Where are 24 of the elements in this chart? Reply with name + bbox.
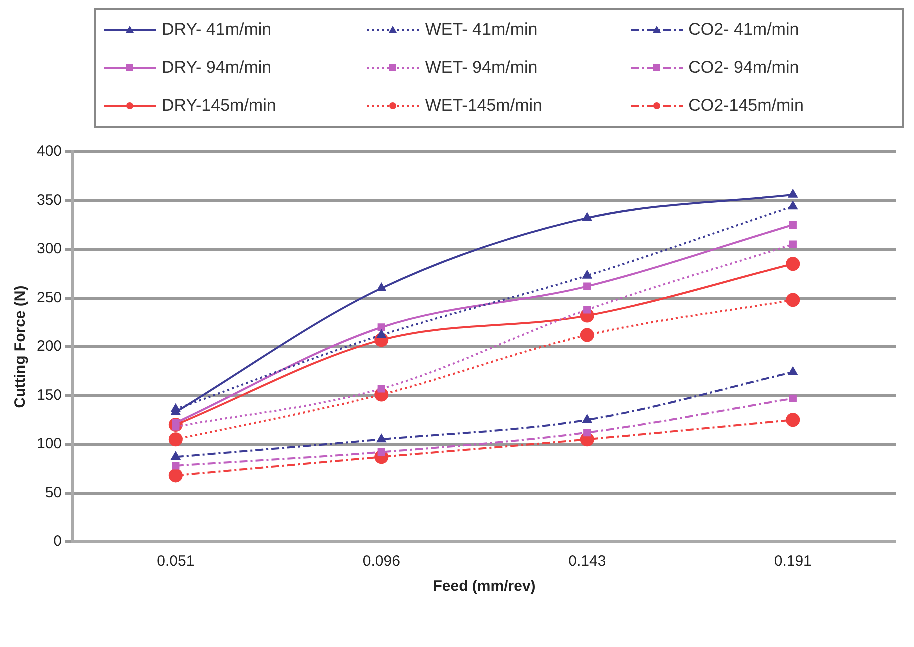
- legend-label: WET-145m/min: [425, 96, 542, 116]
- y-tick-label: 250: [36, 289, 62, 306]
- y-axis-title: Cutting Force (N): [12, 286, 30, 408]
- y-tick-label: 350: [36, 192, 62, 209]
- y-tick-label: 400: [36, 143, 62, 160]
- x-tick-label: 0.143: [568, 553, 606, 570]
- y-tick-label: 300: [36, 240, 62, 258]
- y-tick-label: 0: [54, 533, 62, 550]
- legend-label: CO2- 94m/min: [688, 58, 800, 78]
- legend-label: DRY- 94m/min: [162, 58, 272, 78]
- x-tick-label: 0.096: [362, 553, 400, 570]
- y-tick-label: 50: [45, 484, 62, 502]
- legend-label: DRY- 41m/min: [162, 20, 272, 40]
- x-tick-label: 0.191: [774, 553, 812, 570]
- y-tick-label: 200: [36, 338, 62, 356]
- legend-label: WET- 94m/min: [425, 58, 538, 78]
- y-tick-label: 150: [36, 386, 62, 404]
- legend-label: CO2- 41m/min: [688, 20, 800, 40]
- legend-label: WET- 41m/min: [425, 20, 538, 40]
- x-tick-label: 0.051: [157, 553, 195, 570]
- x-axis-title: Feed (mm/rev): [433, 578, 536, 596]
- y-tick-label: 100: [36, 436, 62, 453]
- legend-label: DRY-145m/min: [162, 96, 276, 116]
- legend-label: CO2-145m/min: [688, 96, 804, 116]
